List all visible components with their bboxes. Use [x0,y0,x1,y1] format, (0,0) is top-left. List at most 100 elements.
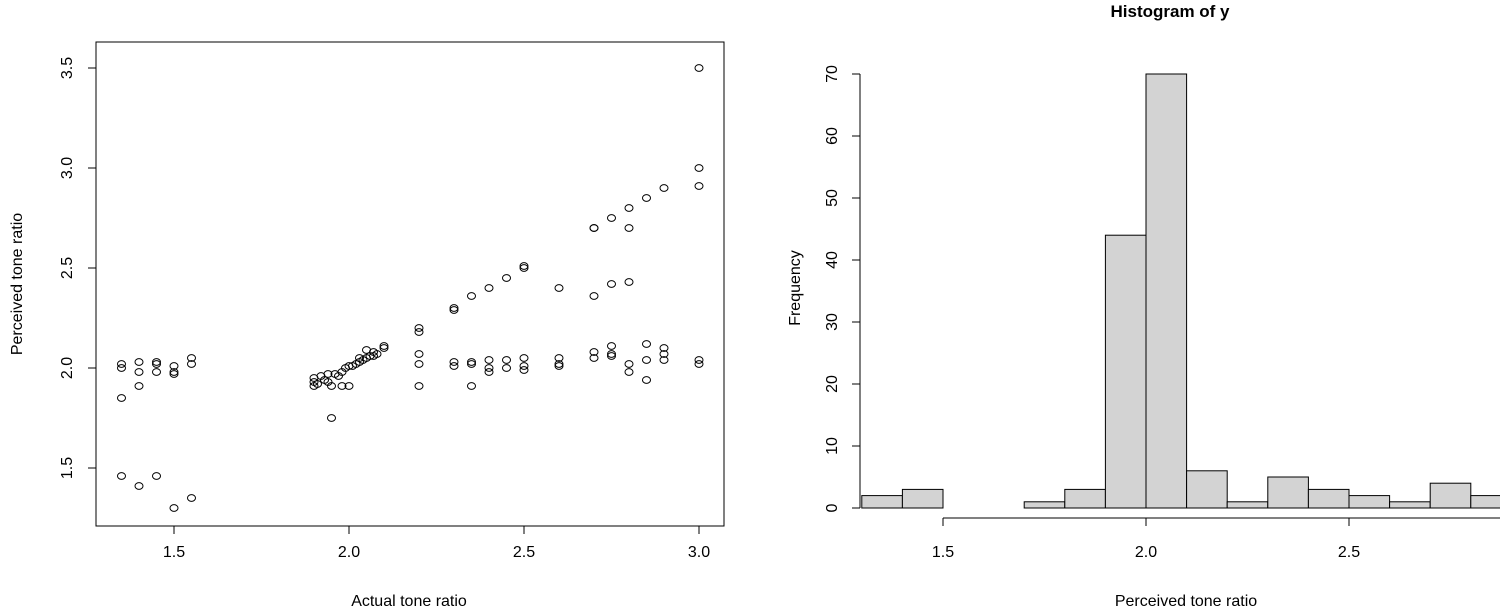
scatter-point [379,344,389,352]
scatter-point [554,362,564,370]
scatter-point [117,472,126,480]
scatter-points [117,64,704,512]
scatter-point [624,360,634,368]
histogram-y-tick-label: 60 [824,127,841,145]
histogram-x-tick-label: 2.5 [1338,544,1360,561]
scatter-point [414,382,424,390]
scatter-point [642,340,651,348]
scatter-point [607,214,616,222]
scatter-point [642,376,651,384]
scatter-plot-frame [95,41,725,527]
scatter-point [694,360,704,368]
scatter-x-axis-label: Actual tone ratio [351,593,467,610]
scatter-point [589,354,599,362]
scatter-y-axis-label: Perceived tone ratio [9,213,26,355]
scatter-point [554,360,564,368]
scatter-point [169,370,179,378]
scatter-point [414,350,424,358]
histogram-x-tick-label: 2.0 [1135,544,1157,561]
histogram-bar [1145,73,1188,509]
scatter-point [117,360,126,368]
scatter-point [519,264,529,272]
scatter-point [624,368,634,376]
histogram-bar [1226,501,1269,509]
scatter-point [554,284,564,292]
scatter-point [117,394,126,402]
scatter-point [484,368,494,376]
scatter-point [313,380,322,388]
scatter-point [117,364,126,372]
scatter-point [344,382,354,390]
histogram-y-tick-label: 10 [824,437,841,455]
scatter-y-tick-label: 2.5 [59,257,76,279]
scatter-point [169,504,179,512]
histogram-x-axis: 1.52.02.53.03.5 [932,517,1500,561]
histogram-bar [1267,476,1309,509]
scatter-point [659,344,669,352]
scatter-point [152,368,161,376]
scatter-point [502,364,511,372]
histogram-bar [1104,234,1147,509]
scatter-y-axis: 1.5 2.0 2.5 3.0 3.5 [59,57,97,479]
scatter-point [187,354,196,362]
scatter-point [624,278,634,286]
scatter-point [694,356,704,364]
scatter-point [642,356,651,364]
scatter-point [467,382,476,390]
scatter-point [624,204,634,212]
histogram-bar [861,495,903,509]
scatter-y-tick-label: 3.5 [59,57,76,79]
scatter-point [134,482,144,490]
scatter-point [372,350,382,358]
scatter-y-tick-label: 1.5 [59,457,76,479]
histogram-y-tick-label: 50 [824,189,841,207]
scatter-plot: 1.5 2.0 2.5 3.0 1.5 2.0 2.5 3.0 3.5 Actual tone… [9,41,725,610]
scatter-point [327,414,336,422]
scatter-point [467,292,476,300]
scatter-point [484,364,494,372]
scatter-point [694,182,704,190]
scatter-point [502,274,511,282]
histogram-title: Histogram of y [1110,2,1230,21]
histogram-bars [861,73,1500,509]
scatter-point [607,280,616,288]
scatter-point [607,350,616,358]
scatter-point [484,356,494,364]
scatter-point [134,382,144,390]
histogram-bar [901,488,944,509]
histogram-bar [1348,495,1391,509]
scatter-point [327,382,336,390]
scatter-point [187,494,196,502]
scatter-point [607,342,616,350]
histogram-y-axis-label: Frequency [787,250,804,326]
scatter-point [414,324,424,332]
scatter-point [169,362,179,370]
scatter-point [152,472,161,480]
scatter-point [519,262,529,270]
histogram-bar [1470,495,1500,509]
scatter-point [449,358,459,366]
scatter-point [554,354,564,362]
scatter-point [187,360,196,368]
scatter-point [449,362,459,370]
scatter-point [519,354,529,362]
histogram-y-tick-label: 30 [824,313,841,331]
histogram-y-tick-label: 20 [824,375,841,393]
scatter-x-tick-label: 2.5 [513,544,535,561]
scatter-point [589,292,599,300]
scatter-point [467,360,476,368]
histogram-bar [1186,470,1228,509]
histogram-y-tick-label: 70 [824,65,841,83]
scatter-y-tick-label: 3.0 [59,157,76,179]
scatter-point [449,304,459,312]
scatter-point [519,362,529,370]
histogram-y-tick-label: 0 [824,503,841,512]
scatter-point [694,164,704,172]
scatter-point [414,360,424,368]
scatter-x-tick-label: 2.0 [338,544,360,561]
scatter-x-tick-label: 3.0 [688,544,710,561]
scatter-point [449,306,459,314]
scatter-point [519,366,529,374]
scatter-point [134,368,144,376]
